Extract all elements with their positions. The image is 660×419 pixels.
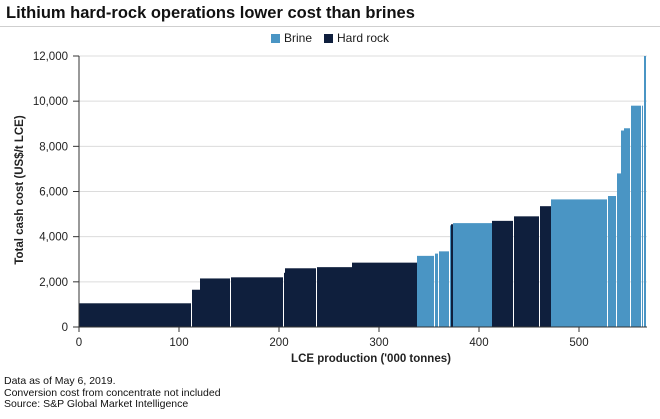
bar-hard-rock: [317, 267, 352, 327]
axes: [73, 55, 647, 332]
bar-brine: [621, 130, 624, 327]
y-tick-label: 8,000: [39, 141, 68, 153]
bar-brine: [439, 251, 449, 327]
title-divider: [0, 26, 660, 27]
bar-hard-rock: [352, 262, 417, 327]
bar-brine: [453, 223, 492, 327]
bar-brine: [617, 173, 621, 327]
y-tick-label: 4,000: [39, 232, 68, 244]
bar-brine: [624, 128, 630, 327]
bar-hard-rock: [200, 278, 230, 327]
bar-hard-rock: [514, 216, 539, 327]
bar-hard-rock: [451, 224, 453, 327]
legend-label-brine: Brine: [283, 31, 312, 45]
bar-hard-rock: [285, 268, 316, 327]
bar-hard-rock: [79, 303, 191, 327]
bar-hard-rock: [540, 206, 551, 327]
y-axis-title: Total cash cost (US$/t LCE): [14, 115, 26, 264]
footer-notes: Data as of May 6, 2019. Conversion cost …: [4, 375, 221, 411]
footer-conversion-note: Conversion cost from concentrate not inc…: [4, 386, 221, 399]
x-tick-label: 100: [169, 337, 188, 349]
bar-hard-rock: [231, 277, 283, 327]
footer-source: Source: S&P Global Market Intelligence: [4, 398, 189, 410]
bar-brine: [417, 255, 434, 327]
y-tick-label: 12,000: [33, 51, 68, 63]
bar-brine: [608, 196, 616, 327]
legend-swatch-brine: [270, 33, 280, 43]
x-tick-label: 200: [269, 337, 288, 349]
y-tick-label: 0: [62, 322, 68, 334]
legend-item-hard-rock: Hard rock: [324, 31, 389, 45]
x-tick-label: 500: [569, 337, 588, 349]
x-axis-title: LCE production ('000 tonnes): [291, 353, 451, 365]
y-tick-label: 10,000: [33, 96, 68, 108]
y-tick-labels: 0 2,000 4,000 6,000 8,000 10,000 12,000: [33, 51, 68, 334]
footer-date-note: Data as of May 6, 2019.: [4, 375, 116, 387]
cost-curve-chart: 0 2,000 4,000 6,000 8,000 10,000 12,000 0 100 20…: [14, 51, 647, 365]
bars: [79, 56, 646, 328]
chart-title: Lithium hard-rock operations lower cost …: [6, 4, 415, 22]
bar-hard-rock: [492, 220, 513, 327]
bar-brine: [631, 105, 641, 328]
x-tick-label: 0: [76, 337, 82, 349]
bar-brine: [644, 56, 646, 327]
bar-brine: [551, 199, 607, 327]
legend-item-brine: Brine: [270, 31, 312, 45]
legend-swatch-hard-rock: [324, 33, 333, 43]
x-tick-labels: 0 100 200 300 400 500: [76, 337, 589, 349]
legend-label-hard-rock: Hard rock: [337, 31, 390, 45]
bar-brine: [435, 253, 438, 327]
x-tick-label: 400: [469, 337, 488, 349]
x-tick-label: 300: [369, 337, 388, 349]
bar-hard-rock: [284, 272, 285, 327]
bar-brine: [642, 105, 643, 328]
bar-brine: [450, 225, 451, 328]
y-tick-label: 2,000: [39, 277, 68, 289]
legend: Brine Hard rock: [0, 31, 660, 45]
bar-hard-rock: [192, 289, 200, 327]
y-tick-label: 6,000: [39, 187, 68, 199]
